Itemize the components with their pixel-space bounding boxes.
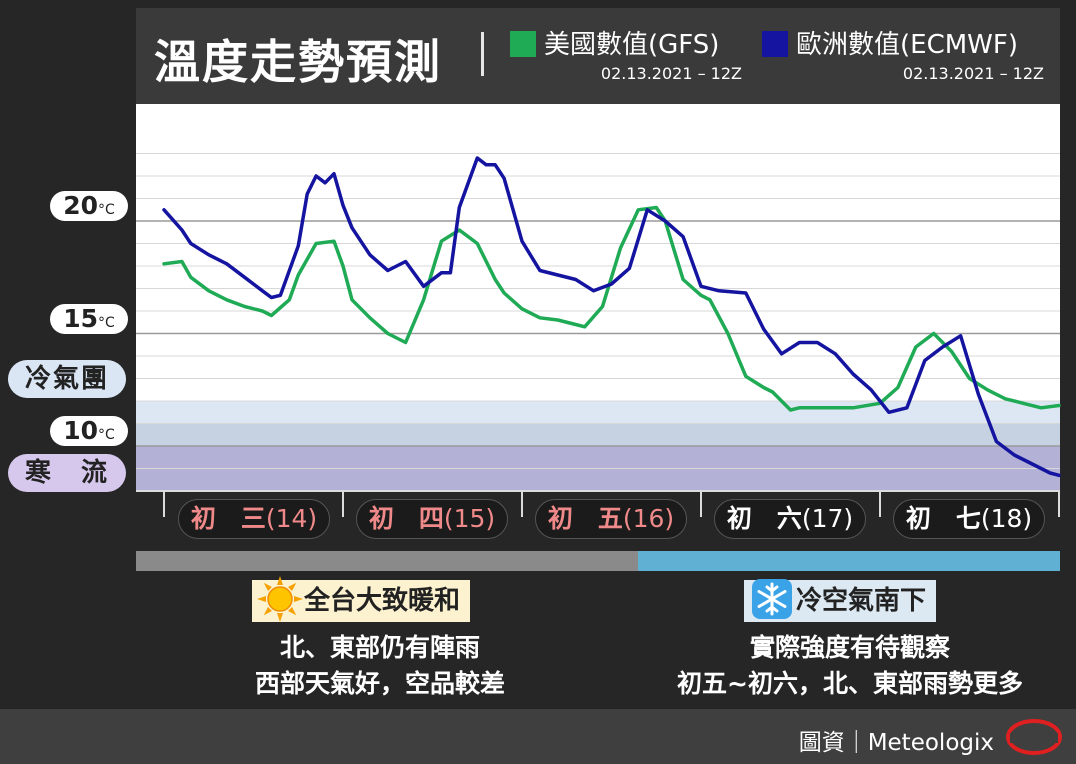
day-date: (14) bbox=[265, 504, 318, 533]
warm-note-line-1: 北、東部仍有陣雨 bbox=[279, 633, 480, 662]
period-bar-cold bbox=[638, 551, 1060, 571]
y-label-20-value: 20 bbox=[63, 191, 98, 220]
day-label-1: 初 三(14) bbox=[178, 499, 330, 539]
legend-gfs-date: 02.13.2021 – 12Z bbox=[600, 64, 742, 83]
gfs-series-line bbox=[162, 205, 1061, 412]
y-label-10-unit: °C bbox=[98, 427, 115, 443]
y-label-15-value: 15 bbox=[63, 304, 98, 333]
cold-note-line-2: 初五~初六，北、東部雨勢更多 bbox=[677, 669, 1023, 698]
cold-air-mass-band bbox=[136, 401, 1060, 424]
cold-air-mass-band-deep bbox=[136, 423, 1060, 446]
day-name: 初 三 bbox=[190, 504, 266, 533]
legend-ecmwf-date: 02.13.2021 – 12Z bbox=[902, 64, 1044, 83]
cold-tag: 冷空氣南下 bbox=[744, 578, 937, 622]
warm-note-line-2: 西部天氣好，空品較差 bbox=[254, 669, 505, 698]
footer: 圖資｜Meteologix bbox=[0, 709, 1076, 764]
day-date: (15) bbox=[443, 504, 496, 533]
zone-label-cold-surge: 寒 流 bbox=[8, 454, 126, 492]
day-label-2: 初 四(15) bbox=[356, 499, 508, 539]
title-divider bbox=[481, 32, 484, 76]
plot-area bbox=[136, 104, 1061, 517]
day-name: 初 五 bbox=[547, 504, 623, 533]
y-label-10: 10°C bbox=[50, 416, 128, 446]
legend-gfs-label: 美國數值(GFS) bbox=[544, 30, 720, 60]
day-label-3: 初 五(16) bbox=[535, 499, 687, 539]
day-name: 初 七 bbox=[905, 504, 981, 533]
legend-ecmwf-swatch bbox=[762, 31, 788, 57]
day-label-5: 初 七(18) bbox=[893, 499, 1045, 539]
cold-note-line-1: 實際強度有待觀察 bbox=[749, 633, 950, 662]
day-date: (16) bbox=[622, 504, 675, 533]
warm-tag: 全台大致暖和 bbox=[252, 575, 471, 622]
legend-gfs-swatch bbox=[510, 31, 536, 57]
day-label-4: 初 六(17) bbox=[714, 499, 866, 539]
y-label-10-value: 10 bbox=[63, 416, 98, 445]
day-name: 初 四 bbox=[368, 504, 444, 533]
chart-header: 溫度走勢預測 美國數值(GFS) 02.13.2021 – 12Z 歐洲數值(E… bbox=[136, 8, 1060, 104]
footer-credit: 圖資｜Meteologix bbox=[798, 730, 994, 756]
y-label-20-unit: °C bbox=[98, 202, 115, 218]
ecmwf-series-line bbox=[162, 156, 1061, 478]
period-bar-warm bbox=[136, 551, 638, 571]
chart-title: 溫度走勢預測 bbox=[154, 35, 442, 89]
legend-ecmwf: 歐洲數值(ECMWF) bbox=[762, 24, 1018, 61]
y-label-15: 15°C bbox=[50, 304, 128, 334]
y-label-15-unit: °C bbox=[98, 315, 115, 331]
day-name: 初 六 bbox=[726, 504, 802, 533]
y-label-20: 20°C bbox=[50, 191, 128, 221]
legend-ecmwf-label: 歐洲數值(ECMWF) bbox=[796, 30, 1018, 60]
sun-icon bbox=[257, 575, 303, 622]
temperature-chart bbox=[136, 104, 1061, 517]
day-date: (17) bbox=[801, 504, 854, 533]
legend-gfs: 美國數值(GFS) bbox=[510, 24, 719, 61]
warm-tag-label: 全台大致暖和 bbox=[304, 586, 461, 616]
day-date: (18) bbox=[980, 504, 1033, 533]
cold-tag-label: 冷空氣南下 bbox=[796, 586, 927, 616]
zone-label-cold-air-mass: 冷氣團 bbox=[8, 360, 126, 398]
snowflake-icon bbox=[752, 578, 792, 619]
typhoon-forum-logo bbox=[1006, 719, 1062, 755]
